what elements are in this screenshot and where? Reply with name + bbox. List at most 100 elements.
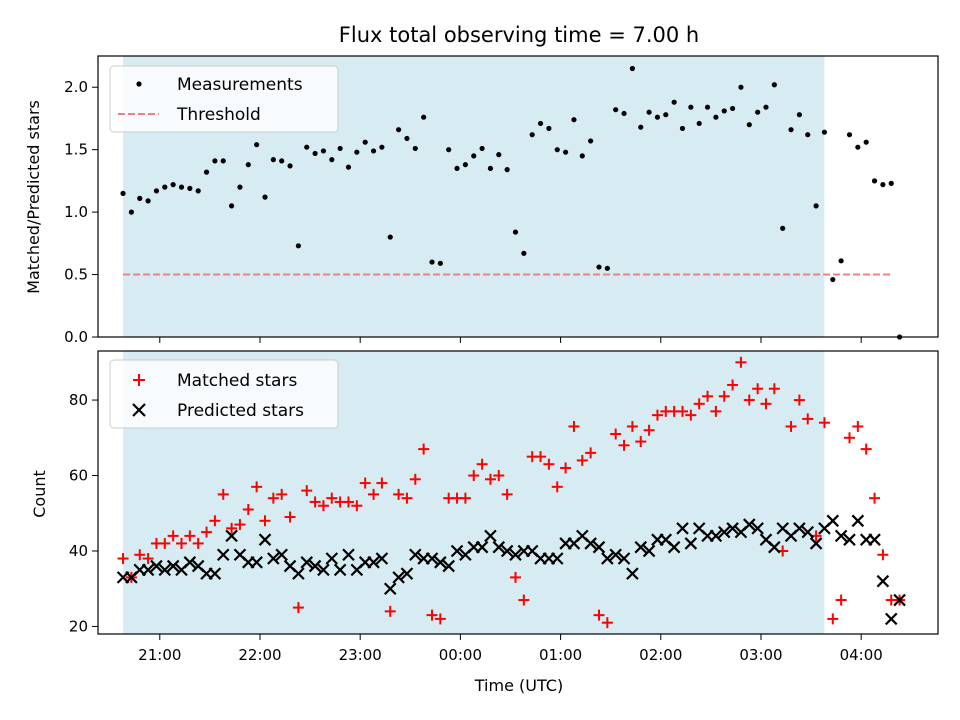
- predicted-stars-point: [634, 540, 648, 554]
- matched-stars-point: [693, 398, 705, 410]
- matched-stars-point: [760, 398, 772, 410]
- measurement-point: [395, 127, 402, 133]
- measurement-point: [437, 260, 443, 266]
- predicted-stars-point: [500, 544, 514, 558]
- predicted-stars-point: [450, 544, 464, 558]
- matched-stars-point: [259, 515, 271, 527]
- measurement-point: [479, 145, 485, 152]
- predicted-stars-point: [684, 537, 698, 550]
- x-tick-label: 22:00: [238, 646, 281, 664]
- x-tick-label: 00:00: [439, 646, 482, 664]
- predicted-stars-point: [409, 548, 422, 562]
- count-y-ticks: 20 40 60 80: [69, 391, 98, 635]
- y-tick-label: 40: [69, 542, 88, 560]
- measurement-point: [562, 149, 569, 155]
- predicted-stars-point: [475, 540, 489, 554]
- matched-stars-point: [601, 617, 613, 629]
- measurement-point: [446, 147, 452, 153]
- predicted-stars-point: [216, 548, 230, 562]
- measurement-point: [554, 147, 560, 153]
- predicted-stars-point: [425, 552, 439, 565]
- matched-stars-point: [292, 602, 304, 614]
- predicted-stars-point: [550, 552, 564, 565]
- measurement-point: [237, 184, 243, 190]
- matched-stars-point: [209, 515, 221, 527]
- legend-predicted-label: Predicted stars: [177, 401, 304, 421]
- count-legend: Matched stars Predicted stars: [109, 359, 339, 429]
- predicted-stars-point: [317, 563, 330, 577]
- measurement-point: [596, 264, 602, 270]
- measurement-point: [454, 165, 460, 171]
- matched-stars-point: [501, 488, 513, 500]
- measurement-point: [254, 142, 260, 148]
- measurement-point: [370, 148, 377, 154]
- predicted-stars-point: [868, 533, 881, 546]
- measurement-point: [763, 104, 769, 110]
- matched-stars-point: [651, 409, 663, 421]
- measurement-point: [496, 152, 502, 158]
- predicted-stars-point: [442, 559, 455, 573]
- matched-stars-point: [818, 417, 830, 429]
- matched-stars-point: [201, 526, 213, 538]
- chart-title: Flux total observing time = 7.00 h: [339, 23, 699, 47]
- measurement-point: [279, 158, 285, 164]
- matched-stars-point: [192, 537, 204, 549]
- measurement-point: [379, 144, 385, 150]
- measurement-point: [671, 99, 677, 105]
- x-tick-label: 01:00: [539, 646, 582, 664]
- matched-stars-point: [384, 605, 396, 617]
- predicted-stars-point: [333, 563, 347, 577]
- predicted-stars-point: [225, 529, 238, 543]
- matched-stars-point: [217, 488, 229, 500]
- measurement-point: [337, 145, 343, 152]
- predicted-stars-point: [208, 567, 222, 580]
- measurement-point: [512, 229, 519, 235]
- matched-stars-point: [869, 492, 881, 504]
- predicted-stars-point: [834, 529, 848, 543]
- predicted-stars-point: [793, 522, 806, 535]
- measurement-point: [203, 169, 210, 175]
- matched-stars-point: [535, 451, 547, 463]
- matched-stars-point: [434, 613, 446, 625]
- measurement-point: [721, 108, 727, 114]
- measurement-point: [187, 185, 193, 191]
- count-marks: [116, 356, 906, 629]
- matched-stars-point: [802, 413, 814, 425]
- matched-stars-point: [234, 519, 246, 531]
- legend-matched-label: Matched stars: [177, 371, 297, 391]
- measurement-point: [529, 132, 535, 138]
- matched-stars-point: [710, 405, 722, 417]
- matched-stars-point: [618, 439, 630, 451]
- predicted-stars-point: [667, 540, 681, 554]
- y-tick-label: 20: [69, 617, 88, 635]
- measurement-point: [838, 258, 844, 264]
- measurement-point: [304, 144, 310, 150]
- ratio-y-ticks: 0.0 0.5 1.0 1.5 2.0: [64, 78, 98, 346]
- predicted-stars-point: [166, 559, 180, 573]
- matched-stars-point: [267, 492, 279, 504]
- measurement-point: [855, 144, 861, 150]
- predicted-stars-point: [801, 525, 815, 539]
- measurement-point: [788, 127, 794, 133]
- y-tick-label: 80: [69, 391, 88, 409]
- measurement-point: [412, 145, 418, 152]
- matched-stars-point: [702, 390, 714, 402]
- matched-stars-point: [309, 496, 321, 508]
- predicted-stars-point: [484, 529, 497, 543]
- measurement-point: [704, 104, 711, 110]
- predicted-stars-point: [275, 548, 288, 562]
- measurement-point: [888, 180, 894, 186]
- measurement-point: [755, 109, 761, 115]
- measurement-point: [579, 153, 585, 159]
- predicted-stars-point: [258, 533, 272, 546]
- predicted-stars-point: [325, 552, 339, 565]
- measurement-point: [771, 82, 777, 88]
- measurement-point: [813, 203, 819, 209]
- matched-stars-point: [117, 553, 129, 565]
- predicted-stars-point: [584, 537, 597, 550]
- matched-stars-point: [134, 549, 146, 561]
- predicted-stars-point: [434, 556, 447, 569]
- matched-stars-point: [785, 420, 797, 432]
- legend-measurements-label: Measurements: [177, 75, 303, 95]
